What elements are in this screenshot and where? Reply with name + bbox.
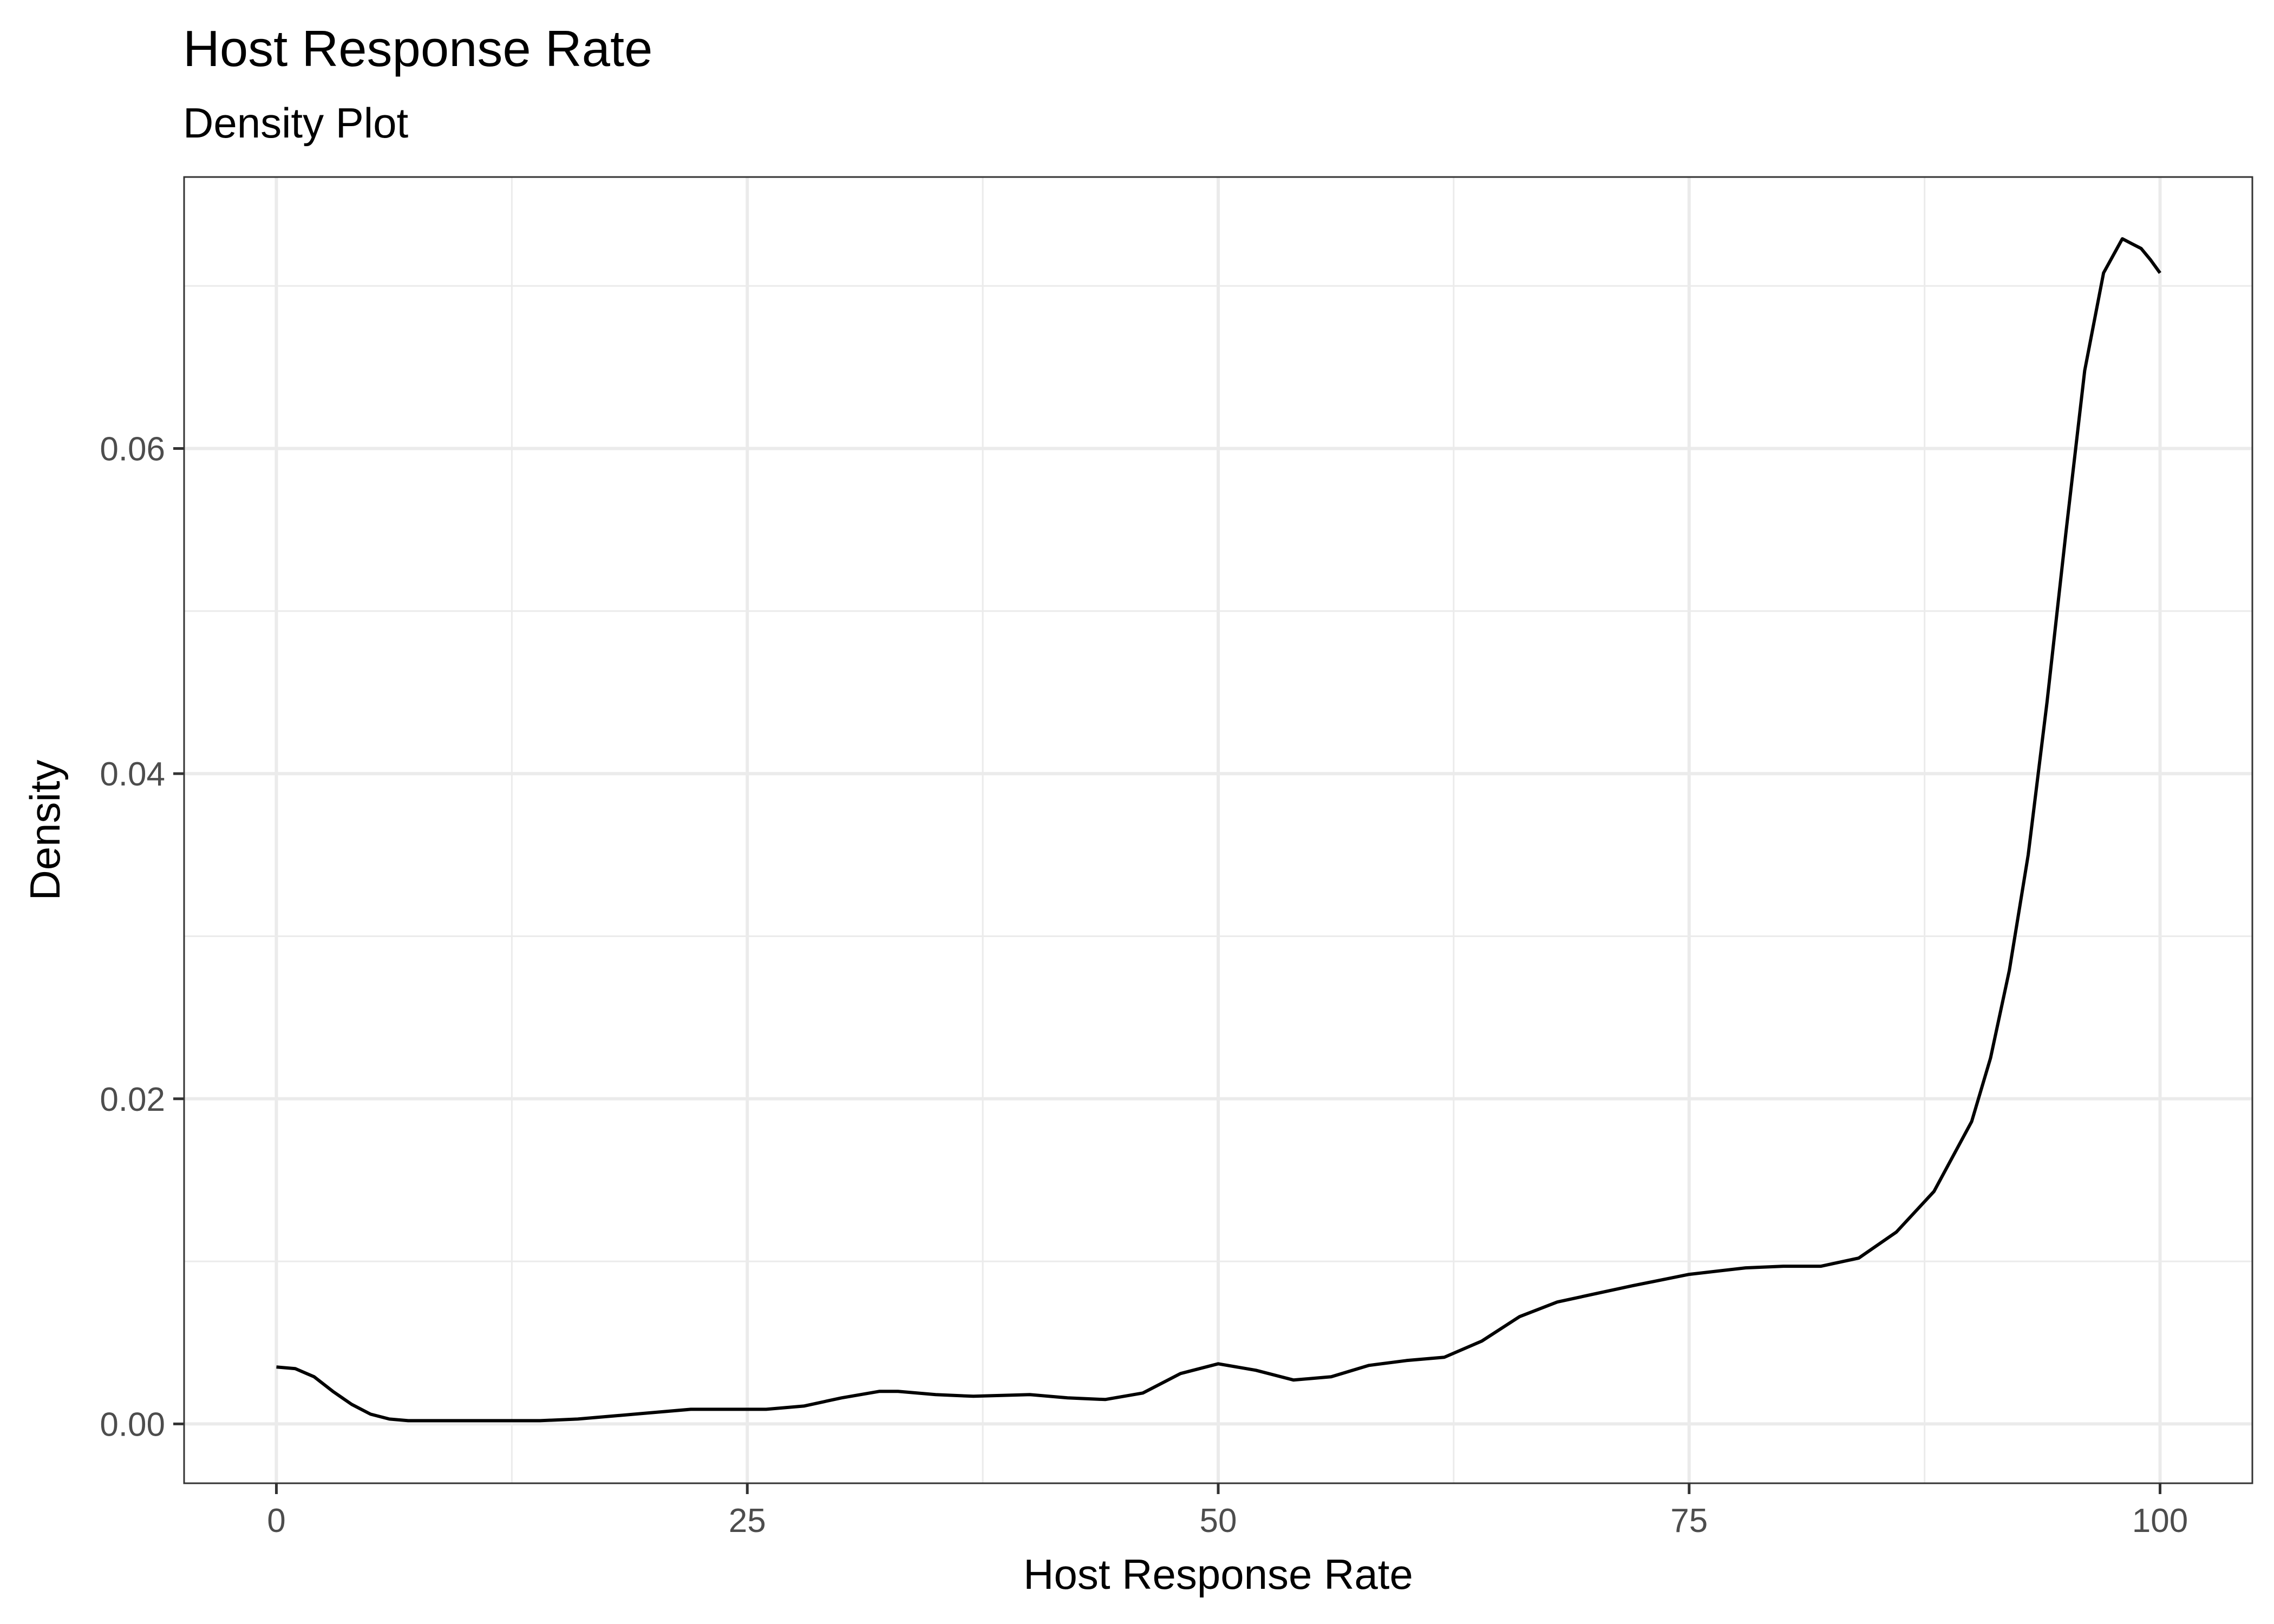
x-axis-title: Host Response Rate (1023, 1550, 1413, 1598)
x-tick-label: 25 (729, 1502, 766, 1540)
chart-subtitle: Density Plot (183, 99, 408, 147)
chart-title: Host Response Rate (183, 20, 652, 77)
x-tick-label: 50 (1200, 1502, 1237, 1540)
y-tick-label: 0.02 (100, 1081, 165, 1118)
y-tick-label: 0.04 (100, 756, 165, 793)
y-tick-label: 0.00 (100, 1406, 165, 1443)
density-line (276, 237, 2161, 1423)
plot-panel: 0 25 50 75 100 0.00 0.02 0.04 0.06 (100, 176, 2253, 1540)
x-tick-label: 100 (2132, 1502, 2188, 1540)
y-axis-title: Density (21, 759, 69, 900)
y-tick-label: 0.06 (100, 431, 165, 468)
x-tick-label: 0 (267, 1502, 285, 1540)
x-tick-label: 75 (1670, 1502, 1708, 1540)
